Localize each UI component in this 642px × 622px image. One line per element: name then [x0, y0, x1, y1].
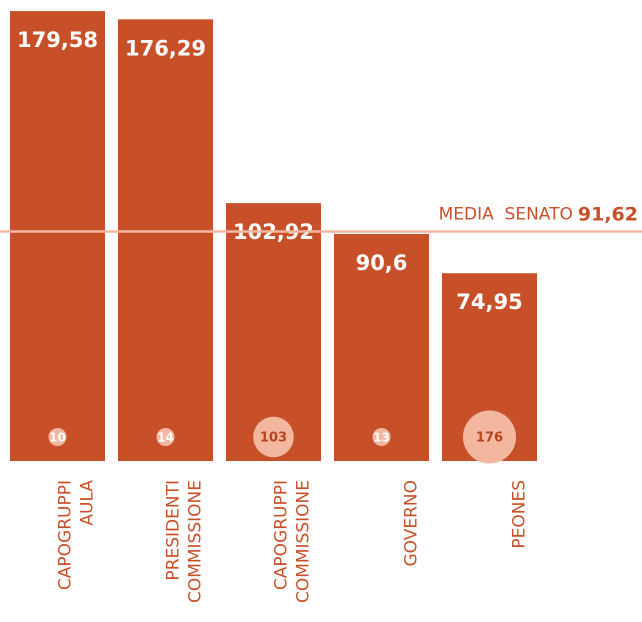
value-label: 90,6 — [356, 251, 408, 275]
bar — [334, 234, 429, 461]
value-label: 179,58 — [17, 28, 98, 52]
reference-label: MEDIA SENATO 91,62 — [439, 203, 638, 225]
count-label: 103 — [260, 431, 287, 446]
count-label: 14 — [157, 431, 174, 445]
category-label: PEONES — [510, 480, 530, 549]
category-label: CAPOGRUPPI COMMISSIONE — [272, 480, 314, 603]
count-bubble — [253, 416, 294, 458]
category-label: GOVERNO — [402, 480, 422, 567]
bar — [10, 11, 105, 461]
reference-value: 91,62 — [578, 203, 638, 225]
value-label: 176,29 — [125, 36, 206, 60]
bar — [118, 19, 213, 462]
count-bubble — [48, 428, 67, 446]
value-label: 74,95 — [456, 290, 522, 314]
reference-name: MEDIA SENATO — [439, 204, 573, 224]
count-label: 176 — [476, 431, 503, 446]
count-bubble — [462, 410, 517, 464]
count-label: 13 — [373, 431, 390, 445]
count-label: 10 — [49, 431, 66, 445]
category-label: CAPOGRUPPI AULA — [56, 480, 98, 590]
category-label: PRESIDENTI COMMISSIONE — [164, 480, 206, 603]
count-bubble — [372, 428, 391, 446]
count-bubble — [156, 428, 175, 446]
